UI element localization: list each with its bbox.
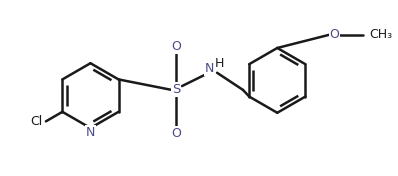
Text: O: O [330,28,339,41]
Text: N: N [86,127,95,140]
Text: S: S [172,83,180,96]
Text: CH₃: CH₃ [369,28,393,41]
Text: H: H [215,58,224,70]
Text: O: O [171,40,181,53]
Text: Cl: Cl [31,115,43,128]
Text: O: O [171,127,181,140]
Text: N: N [205,62,215,76]
